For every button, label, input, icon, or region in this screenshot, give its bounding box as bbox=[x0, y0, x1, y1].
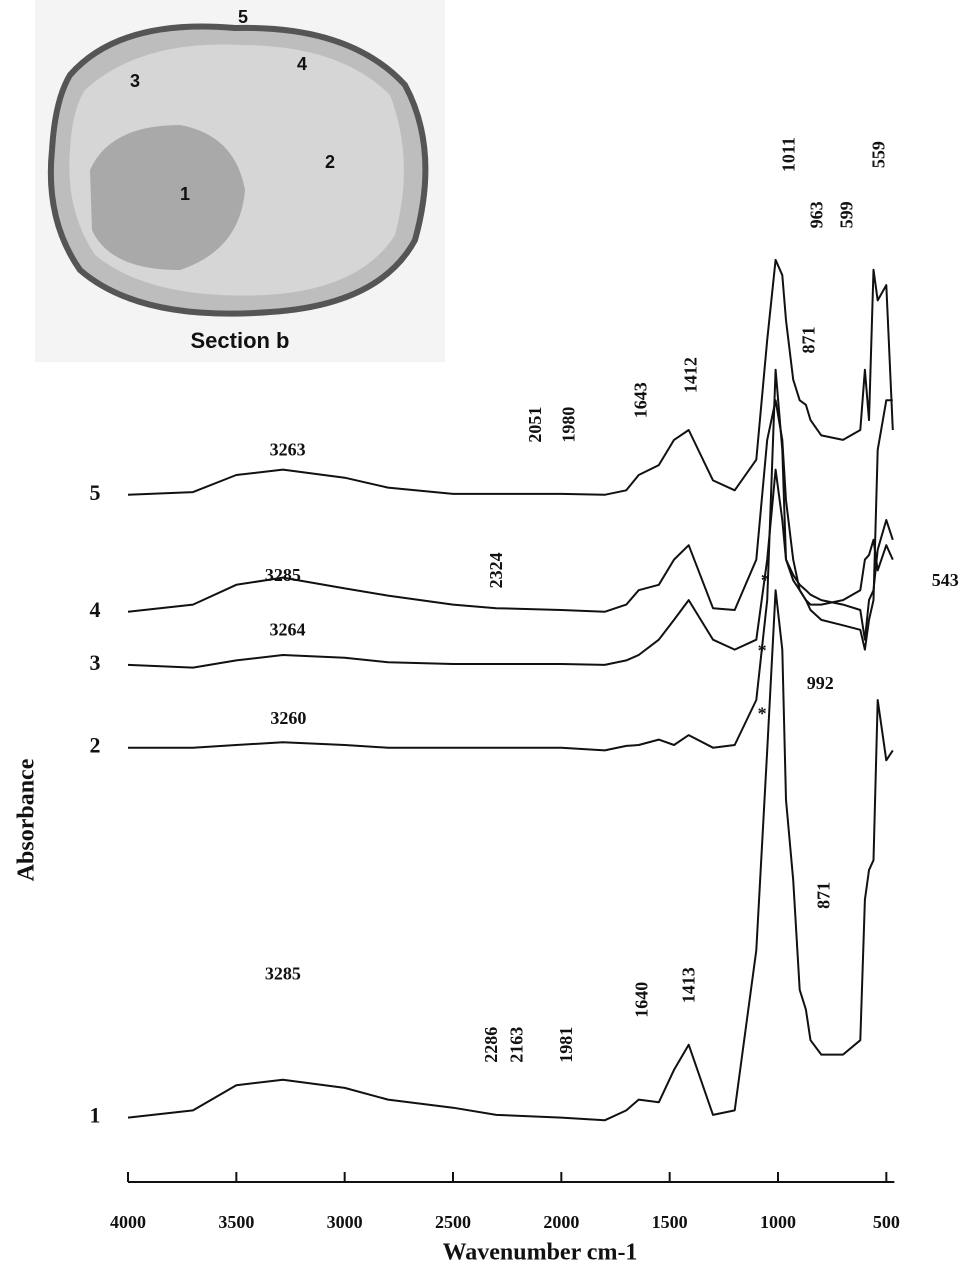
x-tick-label: 2000 bbox=[543, 1212, 579, 1232]
peak-label: 871 bbox=[798, 327, 818, 354]
x-tick-label: 4000 bbox=[110, 1212, 146, 1232]
series-label: 1 bbox=[90, 1103, 101, 1128]
peak-label: 2051 bbox=[525, 407, 545, 443]
inset-caption: Section b bbox=[190, 328, 289, 353]
inset-label: 5 bbox=[238, 7, 248, 27]
y-axis-label: Absorbance bbox=[14, 758, 40, 881]
peak-label: 3260 bbox=[270, 708, 306, 728]
peak-label: 3285 bbox=[265, 964, 301, 984]
peak-label: * bbox=[761, 570, 770, 590]
peak-label: 3264 bbox=[269, 620, 305, 640]
peak-label: 1413 bbox=[678, 967, 698, 1003]
peak-label: 1011 bbox=[778, 137, 798, 172]
inset-photo: 1 2 3 4 5 Section b bbox=[35, 0, 445, 362]
peak-label: * bbox=[758, 640, 767, 660]
peak-label: 1640 bbox=[631, 982, 651, 1018]
x-tick-label: 1500 bbox=[652, 1212, 688, 1232]
x-tick-label: 500 bbox=[873, 1212, 900, 1232]
spectrum-line bbox=[128, 470, 893, 668]
spectrum-line bbox=[128, 370, 893, 751]
inset-label: 1 bbox=[180, 184, 190, 204]
peak-label: 2286 bbox=[481, 1027, 501, 1063]
figure: 1 2 3 4 5 Section b Absorbance Wavenumbe… bbox=[0, 0, 972, 1273]
peak-label: 559 bbox=[868, 141, 888, 168]
peak-label: 599 bbox=[836, 201, 856, 228]
x-tick-label: 3000 bbox=[327, 1212, 363, 1232]
peak-label: 1412 bbox=[680, 357, 700, 393]
inset-label: 2 bbox=[325, 152, 335, 172]
peak-label: 3285 bbox=[265, 565, 301, 585]
series-label: 5 bbox=[90, 480, 101, 505]
x-tick-label: 1000 bbox=[760, 1212, 796, 1232]
peak-label: * bbox=[758, 703, 767, 723]
spectrum-line bbox=[128, 400, 893, 612]
peak-label: 2324 bbox=[486, 552, 506, 588]
x-tick-label: 3500 bbox=[218, 1212, 254, 1232]
x-tick-label: 2500 bbox=[435, 1212, 471, 1232]
series-label: 4 bbox=[90, 597, 101, 622]
peak-label: 871 bbox=[813, 882, 833, 909]
peak-label: 1980 bbox=[558, 407, 578, 443]
peak-label: 992 bbox=[807, 673, 834, 693]
x-axis-label: Wavenumber cm-1 bbox=[443, 1240, 638, 1266]
peak-label: 2163 bbox=[506, 1027, 526, 1063]
inset-label: 4 bbox=[297, 54, 307, 74]
peak-label: 1981 bbox=[556, 1027, 576, 1063]
peak-label: 963 bbox=[806, 201, 826, 228]
series-label: 2 bbox=[90, 733, 101, 758]
peak-label: 543 bbox=[932, 570, 959, 590]
peak-label: 1643 bbox=[630, 382, 650, 418]
inset-label: 3 bbox=[130, 71, 140, 91]
series-label: 3 bbox=[90, 650, 101, 675]
peak-label: 3263 bbox=[270, 440, 306, 460]
